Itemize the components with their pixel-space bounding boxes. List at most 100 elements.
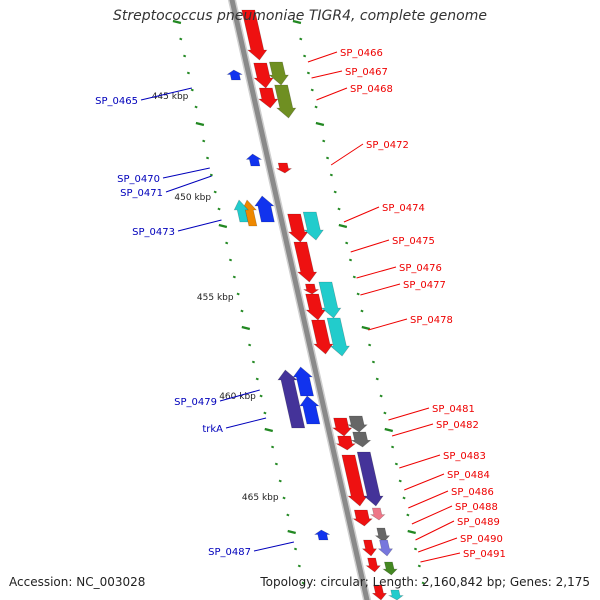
- leader-line: [420, 552, 461, 563]
- leader-line: [404, 473, 445, 491]
- tick-mark: [225, 241, 229, 245]
- gene-arrow: [268, 61, 289, 86]
- tick-mark: [356, 292, 360, 296]
- leader-line: [388, 407, 430, 421]
- gene-label: SP_0472: [366, 140, 409, 151]
- scale-labels: 445 kbp 450 kbp 455 kbp 460 kbp 465 kbp: [152, 92, 279, 503]
- tick-mark: [299, 37, 303, 41]
- tick-mark: [292, 19, 302, 25]
- tick-mark: [241, 325, 251, 331]
- tick-mark: [413, 547, 418, 551]
- tick-mark: [202, 139, 206, 143]
- gene-arrow: [356, 451, 384, 507]
- gene-arrow: [277, 369, 306, 429]
- gene-arrow: [341, 454, 368, 507]
- gene-arrow: [241, 9, 268, 61]
- gene-label: SP_0483: [443, 451, 486, 462]
- leader-line: [350, 239, 390, 253]
- tick-mark: [218, 223, 228, 229]
- gene-arrow: [369, 507, 386, 521]
- tick-mark: [274, 462, 278, 466]
- gene-label: SP_0474: [382, 203, 425, 214]
- leader-line: [140, 87, 192, 101]
- tick-mark: [217, 207, 221, 211]
- gene-arrow: [347, 415, 368, 433]
- tick-mark: [179, 37, 183, 41]
- gene-arrow: [361, 539, 378, 557]
- tick-mark: [264, 427, 274, 433]
- tick-mark: [394, 462, 398, 466]
- gene-arrow: [365, 557, 381, 573]
- tick-mark: [251, 360, 256, 364]
- scale-label: 455 kbp: [197, 293, 234, 303]
- tick-mark: [348, 258, 353, 262]
- leader-line: [316, 87, 348, 101]
- gene-label: SP_0482: [436, 420, 479, 431]
- tick-mark: [406, 513, 410, 517]
- position-ticks: [172, 19, 425, 585]
- gene-label: SP_0486: [451, 487, 494, 498]
- tick-mark: [417, 564, 421, 568]
- scale-label: 445 kbp: [152, 92, 189, 102]
- gene-label: trkA: [202, 424, 223, 435]
- genome-summary: Topology: circular; Length: 2,160,842 bp…: [260, 575, 590, 589]
- leader-line: [343, 206, 380, 223]
- leader-line: [165, 175, 212, 193]
- tick-mark: [325, 156, 330, 160]
- gene-arrow: [387, 589, 404, 600]
- tick-mark: [398, 479, 402, 483]
- gene-label: SP_0477: [403, 280, 446, 291]
- tick-mark: [195, 121, 205, 127]
- genome-backbone: [227, 0, 372, 600]
- tick-mark: [228, 258, 233, 262]
- gene-arrow: [331, 417, 353, 437]
- scale-label: 460 kbp: [219, 392, 256, 402]
- tick-mark: [186, 71, 191, 75]
- gene-arrow: [326, 317, 350, 357]
- leader-line: [356, 266, 397, 279]
- gene-label: SP_0471: [120, 188, 163, 199]
- gene-label: SP_0489: [457, 517, 500, 528]
- gene-label: SP_0481: [432, 404, 475, 415]
- tick-mark: [172, 19, 182, 25]
- gene-arrow: [245, 153, 263, 167]
- gene-arrow: [335, 435, 357, 451]
- gene-arrow: [274, 84, 297, 119]
- tick-mark: [371, 360, 376, 364]
- gene-label: SP_0473: [132, 227, 175, 238]
- tick-mark: [286, 513, 290, 517]
- tick-mark: [209, 173, 213, 177]
- gene-arrow: [302, 211, 324, 241]
- tick-mark: [213, 190, 217, 194]
- tick-mark: [282, 496, 286, 500]
- tick-mark: [352, 275, 356, 279]
- leader-line: [311, 70, 343, 79]
- gene-arrow: [382, 561, 398, 576]
- accession-text: Accession: NC_003028: [9, 575, 146, 589]
- leader-line: [307, 51, 338, 63]
- tick-mark: [361, 325, 371, 331]
- gene-arrow: [276, 162, 293, 174]
- gene-arrow: [226, 69, 243, 81]
- scale-label: 465 kbp: [242, 493, 279, 503]
- gene-label: SP_0491: [463, 549, 506, 560]
- tick-mark: [322, 139, 326, 143]
- tick-mark: [368, 343, 372, 347]
- tick-mark: [390, 445, 395, 449]
- tick-mark: [270, 445, 275, 449]
- tick-mark: [263, 411, 267, 415]
- leader-line: [408, 490, 449, 509]
- gene-arrow: [303, 283, 320, 295]
- gene-arrow: [313, 529, 330, 541]
- gene-label: SP_0484: [447, 470, 490, 481]
- tick-mark: [329, 173, 333, 177]
- tick-mark: [255, 377, 259, 381]
- tick-mark: [190, 88, 194, 92]
- leader-line: [219, 389, 260, 402]
- tick-mark: [306, 71, 311, 75]
- gene-label: SP_0467: [345, 67, 388, 78]
- gene-arrow: [318, 281, 342, 319]
- tick-mark: [310, 88, 314, 92]
- gene-label: SP_0475: [392, 236, 435, 247]
- gene-arrow: [377, 539, 394, 557]
